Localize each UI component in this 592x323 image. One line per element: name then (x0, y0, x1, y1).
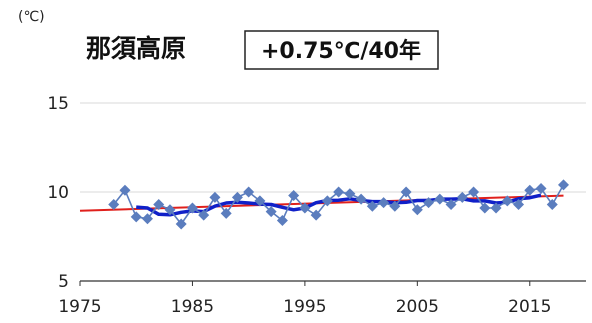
annual-point-2010 (468, 186, 480, 198)
annual-point-1999 (344, 188, 356, 200)
annual-point-1995 (299, 202, 311, 214)
y-unit-label: (℃) (18, 9, 45, 25)
annual-point-1996 (310, 209, 322, 221)
annual-point-1993 (276, 214, 288, 226)
label-layer: 5 10 15 1975 1985 1995 2005 2015 (47, 94, 551, 317)
annual-point-1990 (243, 186, 255, 198)
annual-point-2011 (479, 202, 491, 214)
annual-point-2008 (445, 198, 457, 210)
x-tick-label-1995: 1995 (283, 297, 326, 317)
annual-point-2009 (456, 191, 468, 203)
annual-point-1978 (108, 198, 120, 210)
axis-layer (79, 280, 586, 286)
y-tick-label-15: 15 (47, 94, 69, 114)
annual-point-1980 (130, 211, 142, 223)
y-tick-label-10: 10 (47, 183, 69, 203)
annual-point-2004 (400, 186, 412, 198)
annual-point-2003 (389, 200, 401, 212)
trend-annotation-box (244, 30, 439, 70)
annual-point-1994 (288, 190, 300, 202)
x-tick-label-1975: 1975 (58, 297, 101, 317)
annual-point-2001 (366, 200, 378, 212)
annual-point-2007 (434, 193, 446, 205)
annual-point-2017 (546, 198, 558, 210)
trend-annotation-text: +0.75℃/40年 (261, 38, 421, 64)
x-tick-label-2015: 2015 (508, 297, 551, 317)
x-tick-label-2005: 2005 (396, 297, 439, 317)
annual-series-layer (108, 179, 570, 230)
chart-title: 那須高原 (86, 34, 186, 63)
annual-point-1981 (141, 213, 153, 225)
annual-point-1983 (164, 204, 176, 216)
annual-point-1987 (209, 191, 221, 203)
x-tick-label-1985: 1985 (171, 297, 214, 317)
annual-point-2015 (524, 184, 536, 196)
annual-point-2018 (558, 179, 570, 191)
annual-point-1985 (186, 202, 198, 214)
annual-point-2016 (535, 182, 547, 194)
annual-point-2000 (355, 193, 367, 205)
annual-point-2005 (411, 204, 423, 216)
annual-point-1986 (198, 209, 210, 221)
annual-point-1991 (254, 195, 266, 207)
annual-point-2014 (513, 198, 525, 210)
annual-point-1989 (231, 191, 243, 203)
annual-point-1982 (153, 198, 165, 210)
annual-point-1997 (321, 195, 333, 207)
y-tick-label-5: 5 (58, 272, 69, 292)
annual-point-2002 (378, 197, 390, 209)
annual-point-1984 (175, 218, 187, 230)
annual-point-1992 (265, 206, 277, 218)
annual-point-1998 (333, 186, 345, 198)
annual-point-2013 (501, 195, 513, 207)
annual-point-1988 (220, 207, 232, 219)
grid-layer (80, 102, 586, 193)
annual-point-2006 (423, 197, 435, 209)
annual-point-2012 (490, 202, 502, 214)
annual-point-1979 (119, 184, 131, 196)
